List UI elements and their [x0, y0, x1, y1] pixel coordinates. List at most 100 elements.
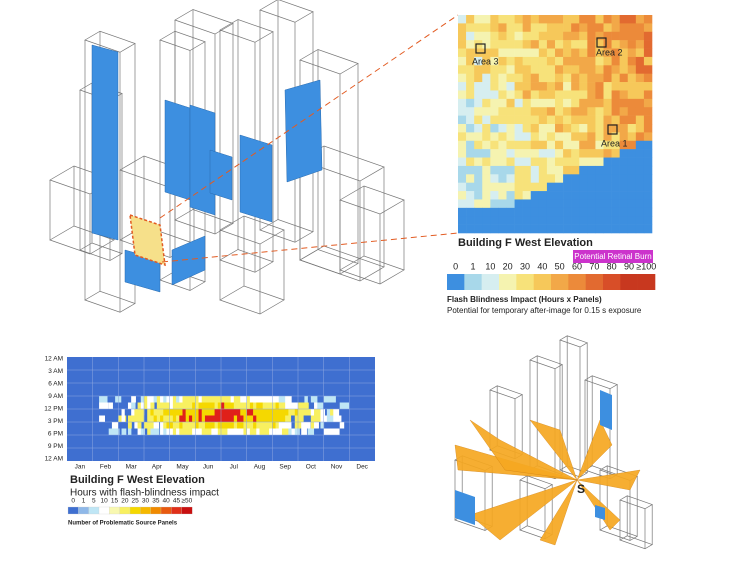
heat-cell — [595, 48, 604, 58]
heat-cell — [538, 65, 548, 74]
heat-cell — [538, 82, 548, 91]
annual-cell — [137, 422, 142, 429]
heat-cell — [619, 15, 629, 24]
heat-cell — [490, 140, 499, 150]
heat-cell — [474, 157, 483, 167]
heat-cell — [555, 115, 564, 125]
annual-subtitle: Hours with flash-blindness impact — [70, 488, 219, 499]
heat-cell — [514, 124, 523, 133]
heat-cell — [514, 65, 523, 74]
heat-cell — [514, 165, 523, 175]
annual-cell — [99, 396, 108, 403]
heat-cell — [522, 149, 532, 158]
heat-cell — [530, 191, 540, 200]
heat-cell — [458, 48, 467, 58]
annual-title: Building F West Elevation — [70, 474, 205, 486]
heat-cell — [506, 165, 515, 175]
heat-cell — [466, 82, 475, 91]
annual-cell — [243, 396, 247, 403]
heat-cell — [466, 15, 475, 24]
heat-cell — [571, 98, 580, 108]
heat-cell — [522, 90, 532, 100]
facade-panel — [91, 44, 119, 241]
heat-cell — [522, 174, 532, 183]
area-box — [596, 37, 607, 48]
heat-cell — [635, 182, 645, 192]
heat-cell — [498, 73, 507, 83]
heat-cell — [538, 73, 548, 83]
legend-swatch — [499, 274, 517, 290]
box-base — [219, 285, 285, 315]
annual-cell — [330, 396, 336, 403]
heat-cell — [530, 165, 540, 175]
heat-cell — [627, 165, 637, 175]
heat-cell — [571, 90, 580, 100]
heat-cell — [546, 174, 556, 183]
heat-cell — [643, 157, 653, 167]
heat-cell — [643, 140, 653, 150]
heat-cell — [490, 40, 499, 49]
heat-cell — [546, 191, 556, 200]
heat-cell — [474, 65, 483, 74]
heat-cell — [546, 165, 556, 175]
callout — [161, 232, 459, 263]
box-top — [559, 335, 589, 348]
legend-swatch — [464, 274, 482, 290]
heat-cell — [587, 124, 596, 133]
heat-cell — [490, 48, 499, 58]
heat-cell — [546, 107, 556, 116]
box-base — [219, 249, 274, 273]
heat-cell — [546, 90, 556, 100]
heat-cell — [530, 65, 540, 74]
annual-cell — [317, 402, 324, 409]
heat-cell — [595, 73, 604, 83]
annual-cell — [275, 428, 281, 435]
heat-cell — [627, 207, 637, 217]
heat-cell — [498, 182, 507, 192]
annual-cell — [227, 409, 231, 416]
heat-cell — [555, 132, 564, 142]
annual-cell — [240, 409, 245, 416]
heat-cell — [506, 174, 515, 183]
heat-cell — [498, 82, 507, 91]
heat-cell — [595, 174, 604, 183]
heat-cell — [563, 82, 572, 91]
heat-cell — [466, 165, 475, 175]
annual-cell — [134, 409, 139, 416]
annual-cell — [256, 402, 261, 409]
annual-cell — [249, 422, 255, 429]
heat-cell — [579, 82, 588, 91]
heat-cell — [579, 98, 588, 108]
heat-cell — [563, 182, 572, 192]
annual-cell — [121, 415, 126, 422]
heat-cell — [482, 182, 491, 192]
heat-cell — [490, 182, 499, 192]
heat-cell — [603, 56, 612, 66]
heat-cell — [538, 149, 548, 158]
heat-cell — [458, 174, 467, 183]
heat-cell — [611, 207, 620, 217]
heat-cell — [603, 48, 612, 58]
heat-cell — [603, 31, 612, 41]
glare-ray — [529, 419, 578, 481]
month-label: Sep — [279, 464, 291, 471]
heat-cell — [611, 90, 620, 100]
heat-cell — [603, 107, 612, 116]
heat-cell — [571, 132, 580, 142]
month-label: Oct — [306, 464, 316, 471]
heat-cell — [595, 191, 604, 200]
annual-cell — [246, 422, 253, 429]
annual-cell — [330, 409, 335, 416]
heat-cell — [466, 73, 475, 83]
heat-cell — [571, 65, 580, 74]
annual-cell — [339, 422, 345, 429]
heat-cell — [482, 40, 491, 49]
heat-cell — [587, 157, 596, 167]
heat-cell — [563, 207, 572, 217]
heat-cell — [482, 98, 491, 108]
heat-cell — [466, 216, 475, 225]
facade-panel — [171, 235, 206, 286]
month-label: Apr — [152, 464, 163, 471]
heat-cell — [627, 90, 637, 100]
annual-cell — [249, 428, 255, 435]
